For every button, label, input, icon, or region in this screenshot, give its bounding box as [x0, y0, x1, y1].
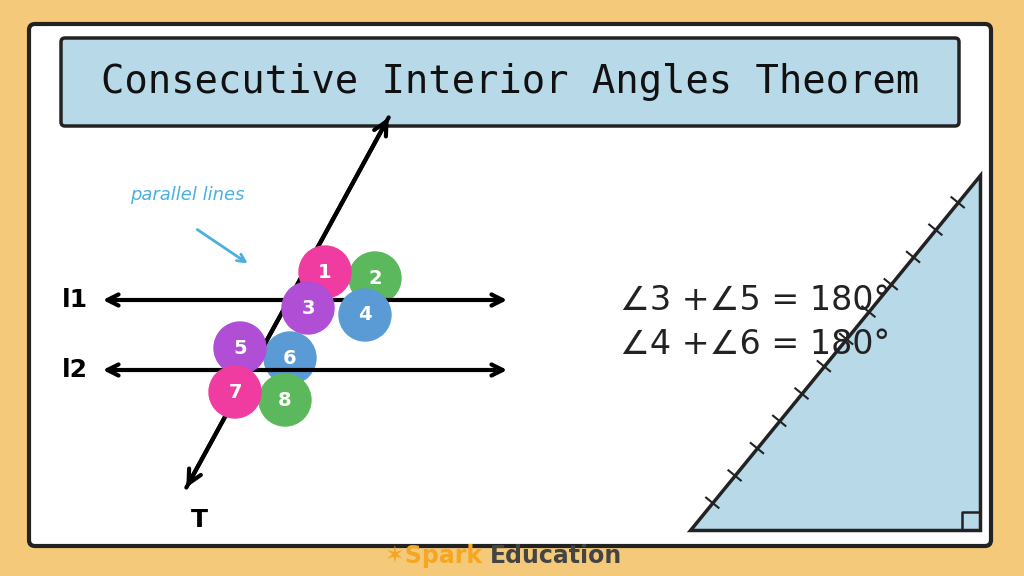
- Text: Consecutive Interior Angles Theorem: Consecutive Interior Angles Theorem: [101, 63, 920, 101]
- Text: l1: l1: [61, 288, 88, 312]
- Text: 3: 3: [301, 298, 314, 317]
- Circle shape: [282, 282, 334, 334]
- Text: 8: 8: [279, 391, 292, 410]
- Text: 1: 1: [318, 263, 332, 282]
- Text: parallel lines: parallel lines: [130, 186, 245, 204]
- Text: 6: 6: [284, 348, 297, 367]
- Circle shape: [259, 374, 311, 426]
- Circle shape: [349, 252, 401, 304]
- Text: ∠3 +∠5 = 180°: ∠3 +∠5 = 180°: [620, 283, 890, 316]
- Text: Education: Education: [490, 544, 623, 568]
- Text: ✶Spark: ✶Spark: [385, 544, 490, 568]
- Circle shape: [339, 289, 391, 341]
- Polygon shape: [690, 175, 980, 530]
- Text: 5: 5: [233, 339, 247, 358]
- Circle shape: [214, 322, 266, 374]
- Text: 2: 2: [369, 268, 382, 287]
- Text: 7: 7: [228, 382, 242, 401]
- FancyBboxPatch shape: [61, 38, 959, 126]
- Text: T: T: [190, 508, 208, 532]
- Circle shape: [299, 246, 351, 298]
- Text: ∠4 +∠6 = 180°: ∠4 +∠6 = 180°: [620, 328, 890, 362]
- Circle shape: [264, 332, 316, 384]
- Text: 4: 4: [358, 305, 372, 324]
- FancyBboxPatch shape: [29, 24, 991, 546]
- Circle shape: [209, 366, 261, 418]
- Text: l2: l2: [62, 358, 88, 382]
